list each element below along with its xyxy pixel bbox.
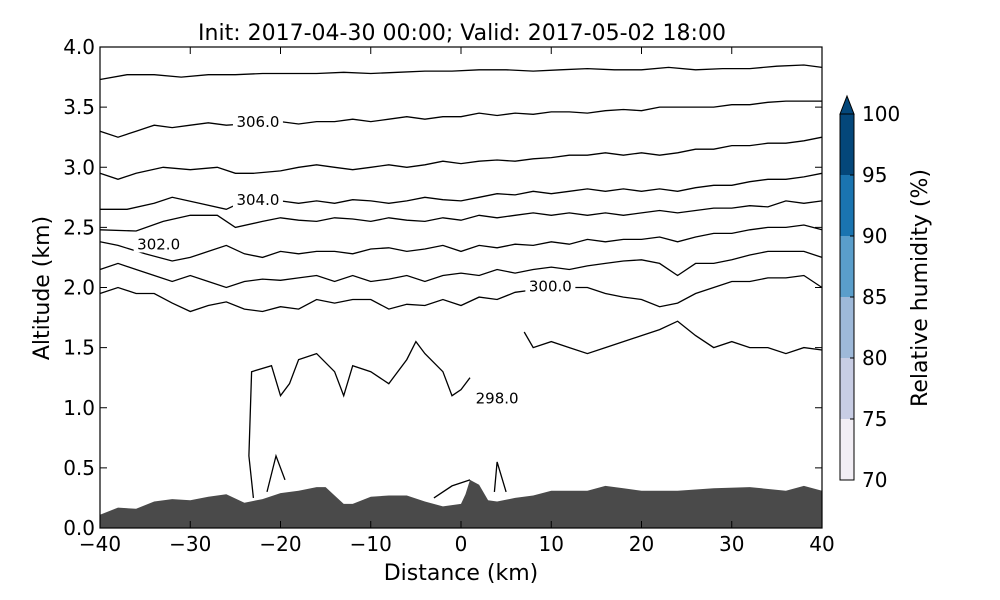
contour-label: 298.0 bbox=[476, 389, 519, 407]
x-tick-label: −40 bbox=[79, 532, 121, 556]
colorbar-tick-label: 75 bbox=[862, 407, 887, 431]
colorbar-tick-label: 85 bbox=[862, 285, 887, 309]
contour-label-bg bbox=[472, 388, 523, 407]
colorbar-bins bbox=[839, 94, 855, 481]
colorbar-tick-label: 100 bbox=[862, 102, 900, 126]
contour-label: 302.0 bbox=[137, 235, 180, 253]
x-tick-label: 30 bbox=[719, 532, 744, 556]
contour-line-2 bbox=[433, 479, 471, 499]
terrain-fill bbox=[100, 479, 822, 528]
x-tick-label: 20 bbox=[629, 532, 654, 556]
contour-line-4 bbox=[523, 320, 823, 355]
terrain-layer bbox=[100, 479, 822, 528]
y-tick-label: 3.5 bbox=[63, 95, 95, 119]
contour-label: 300.0 bbox=[529, 278, 572, 296]
colorbar-label: Relative humidity (%) bbox=[908, 169, 933, 407]
contour-line-0 bbox=[248, 340, 471, 498]
colorbar-tick-label: 80 bbox=[862, 346, 887, 370]
y-tick-label: 2.0 bbox=[63, 276, 95, 300]
contour-label: 306.0 bbox=[236, 113, 279, 131]
x-tick-label: −30 bbox=[169, 532, 211, 556]
y-tick-label: 4.0 bbox=[63, 35, 95, 59]
chart-title: Init: 2017-04-30 00:00; Valid: 2017-05-0… bbox=[198, 21, 726, 46]
x-tick-label: −10 bbox=[350, 532, 392, 556]
x-tick-label: 0 bbox=[455, 532, 468, 556]
contour-label-layer: 306.0 304.0 302.0 300.0 298.0 bbox=[133, 111, 576, 407]
colorbar: 70 75 80 85 90 95 100 bbox=[839, 94, 900, 492]
contour-line-8 bbox=[99, 200, 823, 232]
contour-line-11 bbox=[99, 100, 822, 138]
contour-line-1 bbox=[266, 453, 286, 493]
x-tick-label: −20 bbox=[259, 532, 301, 556]
contour-label: 304.0 bbox=[236, 191, 279, 209]
y-axis-ticks: 0.0 0.5 1.0 1.5 2.0 2.5 3.0 3.5 4.0 bbox=[63, 35, 822, 540]
colorbar-ticks: 70 75 80 85 90 95 100 bbox=[850, 102, 900, 492]
colorbar-bin bbox=[840, 297, 854, 358]
contour-line-10 bbox=[99, 136, 823, 180]
colorbar-tick-label: 95 bbox=[862, 163, 887, 187]
y-tick-label: 1.5 bbox=[63, 336, 95, 360]
plot-background bbox=[100, 47, 822, 528]
contour-line-6 bbox=[99, 250, 823, 289]
y-tick-label: 1.0 bbox=[63, 396, 95, 420]
contour-label-bg bbox=[525, 276, 576, 295]
contour-label-bg bbox=[133, 234, 184, 253]
x-tick-label: 10 bbox=[539, 532, 564, 556]
x-axis-ticks: −40 −30 −20 −10 0 10 20 30 40 bbox=[79, 47, 835, 556]
colorbar-bin bbox=[840, 236, 854, 297]
colorbar-bin bbox=[840, 419, 854, 480]
y-tick-label: 3.0 bbox=[63, 155, 95, 179]
contour-line-3 bbox=[493, 461, 507, 493]
contour-line-12 bbox=[99, 64, 823, 81]
colorbar-bin bbox=[840, 175, 854, 236]
x-tick-label: 40 bbox=[809, 532, 834, 556]
colorbar-bin bbox=[840, 114, 854, 175]
y-tick-label: 0.5 bbox=[63, 456, 95, 480]
y-tick-label: 0.0 bbox=[63, 516, 95, 540]
y-tick-label: 2.5 bbox=[63, 215, 95, 239]
y-axis-label: Altitude (km) bbox=[30, 216, 55, 360]
contour-label-bg bbox=[232, 111, 283, 130]
contour-label-bg bbox=[232, 189, 283, 208]
colorbar-extend-arrow bbox=[839, 94, 855, 115]
colorbar-tick-label: 70 bbox=[862, 468, 887, 492]
colorbar-tick-label: 90 bbox=[862, 224, 887, 248]
colorbar-bin bbox=[840, 358, 854, 419]
contour-line-7 bbox=[99, 224, 823, 262]
x-axis-label: Distance (km) bbox=[384, 561, 539, 586]
contour-line-5 bbox=[99, 274, 823, 313]
